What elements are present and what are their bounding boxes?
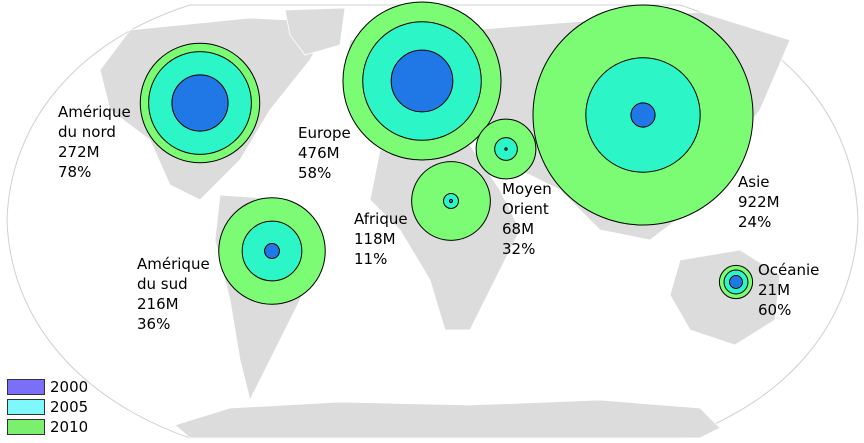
bubble-group-europe: [342, 1, 502, 161]
legend-label: 2010: [50, 418, 89, 436]
region-percent: 11%: [354, 250, 388, 268]
label-amerique-du-sud: Amérique du sud 216M 36%: [137, 254, 210, 334]
label-moyen-orient: Moyen Orient 68M 32%: [502, 179, 552, 259]
region-percent: 60%: [758, 301, 792, 319]
legend-swatch: [7, 399, 45, 415]
bubble-group-oceanie: [718, 264, 754, 300]
region-name-line: Orient: [502, 200, 549, 218]
label-oceanie: Océanie 21M 60%: [758, 260, 819, 320]
region-name-line: du sud: [137, 275, 188, 293]
region-name-line: Asie: [738, 173, 770, 191]
region-name-line: Afrique: [354, 210, 408, 228]
label-afrique: Afrique 118M 11%: [354, 209, 408, 269]
region-name-line: Europe: [298, 124, 351, 142]
region-users: 216M: [137, 295, 179, 313]
label-asie: Asie 922M 24%: [738, 172, 780, 232]
region-name-line: Amérique: [58, 103, 131, 121]
greenland-land: [284, 7, 346, 56]
australia-land: [669, 249, 781, 346]
legend-label: 2000: [50, 378, 89, 396]
bubble-group-amerique-du-nord: [139, 42, 261, 164]
bubble-group-moyen-orient: [475, 118, 537, 180]
region-percent: 32%: [502, 240, 536, 258]
bubble-layer: [139, 1, 754, 305]
region-name-line: Moyen: [502, 180, 552, 198]
region-percent: 36%: [137, 315, 171, 333]
legend-label: 2005: [50, 398, 89, 416]
label-amerique-du-nord: Amérique du nord 272M 78%: [58, 102, 131, 182]
bubble-europe-2000: [390, 49, 454, 113]
region-users: 118M: [354, 230, 396, 248]
region-users: 21M: [758, 281, 791, 299]
legend-swatch: [7, 379, 45, 395]
antarctica-land: [174, 399, 721, 439]
region-name-line: du nord: [58, 123, 116, 141]
bubble-group-amerique-du-sud: [218, 197, 326, 305]
label-europe: Europe 476M 58%: [298, 123, 351, 183]
region-name-line: Amérique: [137, 255, 210, 273]
bubble-moyen-orient-2000: [504, 147, 508, 151]
region-users: 922M: [738, 193, 780, 211]
bubble-group-asie: [532, 4, 754, 226]
region-percent: 24%: [738, 213, 772, 231]
region-percent: 58%: [298, 164, 332, 182]
region-users: 68M: [502, 220, 535, 238]
bubble-afrique-2000: [448, 198, 454, 204]
bubble-oceanie-2000: [729, 275, 743, 289]
region-users: 476M: [298, 144, 340, 162]
region-users: 272M: [58, 143, 100, 161]
bubble-amerique-du-sud-2000: [264, 243, 280, 259]
bubble-amerique-du-nord-2000: [171, 74, 229, 132]
bubble-group-afrique: [411, 161, 491, 241]
bubble-asie-2000: [630, 102, 656, 128]
legend-swatch: [7, 419, 45, 435]
region-name-line: Océanie: [758, 261, 820, 279]
region-percent: 78%: [58, 163, 92, 181]
